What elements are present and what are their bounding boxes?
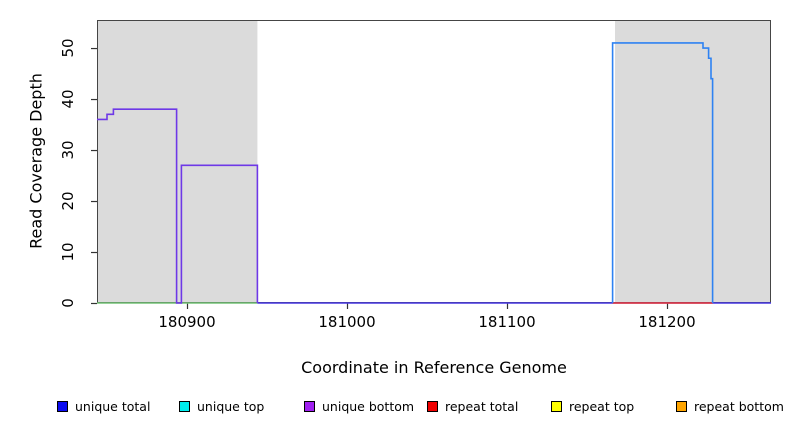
legend-item-repeat-total: repeat total [427,399,518,414]
unique-total-swatch [57,401,68,412]
legend-label: repeat top [569,399,635,414]
unique-bottom-swatch [304,401,315,412]
y-tick-label: 40 [59,89,77,109]
legend-item-unique-bottom: unique bottom [304,399,414,414]
y-tick-label: 30 [59,140,77,160]
x-axis-label: Coordinate in Reference Genome [301,358,567,377]
legend-label: unique top [197,399,265,414]
y-tick-label: 20 [59,191,77,211]
x-tick-label: 180900 [158,313,216,331]
repeat-bottom-swatch [676,401,687,412]
legend-item-unique-top: unique top [179,399,264,414]
legend-label: repeat total [445,399,519,414]
y-tick-label: 0 [59,298,77,308]
y-axis-label: Read Coverage Depth [26,73,46,249]
legend-item-repeat-top: repeat top [551,399,634,414]
x-tick-label: 181000 [318,313,376,331]
legend-item-unique-total: unique total [57,399,150,414]
repeat-top-swatch [551,401,562,412]
y-tick-label: 10 [59,242,77,262]
legend-label: unique bottom [322,399,415,414]
unique-top-swatch [179,401,190,412]
legend-label: unique total [75,399,151,414]
shaded-region [615,20,771,303]
series-unique-total-top-coverage [611,42,714,303]
x-tick-label: 181100 [478,313,536,331]
y-tick-label: 50 [59,38,77,58]
legend-label: repeat bottom [694,399,784,414]
legend-item-repeat-bottom: repeat bottom [676,399,784,414]
series-unique-bottom-coverage [97,108,259,304]
repeat-total-swatch [427,401,438,412]
x-tick-label: 181200 [638,313,696,331]
